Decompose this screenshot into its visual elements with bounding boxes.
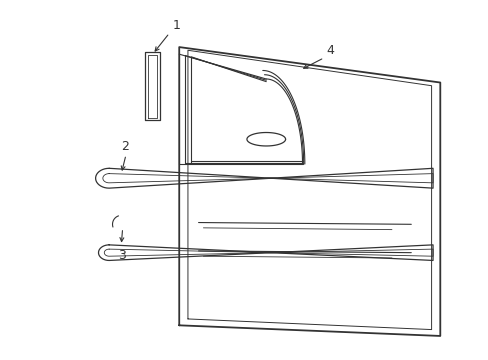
Text: 1: 1 [173,19,181,32]
Text: 2: 2 [121,140,129,153]
Text: 3: 3 [118,249,125,262]
Text: 4: 4 [326,44,334,57]
